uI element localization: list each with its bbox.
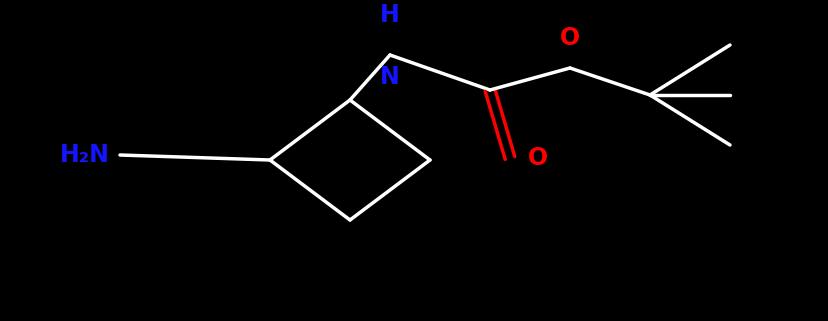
Text: O: O [559,26,580,50]
Text: H: H [380,3,399,27]
Text: N: N [380,65,399,89]
Text: O: O [527,146,547,170]
Text: H₂N: H₂N [60,143,110,167]
